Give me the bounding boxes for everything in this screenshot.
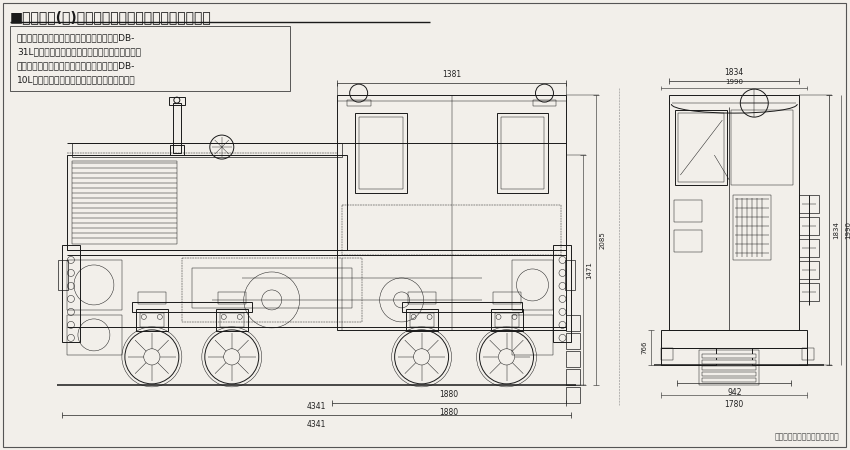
- Text: 766: 766: [642, 341, 648, 354]
- Bar: [10, 26, 290, 91]
- Bar: [337, 95, 566, 330]
- Text: 造となった大東糖業株５号機では、三菱６DB-: 造となった大東糖業株５号機では、三菱６DB-: [17, 61, 135, 70]
- Text: 10Lディーゼルエンジンへと変更されている。: 10Lディーゼルエンジンへと変更されている。: [17, 75, 136, 84]
- Bar: [170, 145, 184, 155]
- Bar: [661, 348, 717, 365]
- Bar: [566, 387, 581, 403]
- Bar: [566, 315, 581, 331]
- Bar: [501, 117, 545, 189]
- Text: 2085: 2085: [599, 231, 605, 249]
- Bar: [136, 309, 167, 331]
- Bar: [512, 315, 553, 355]
- Text: この組立図の２号機では、エンジンが三菱DB-: この組立図の２号機では、エンジンが三菱DB-: [17, 33, 135, 42]
- Bar: [702, 360, 756, 364]
- Bar: [553, 245, 571, 342]
- Bar: [799, 239, 819, 257]
- Text: 1471: 1471: [586, 261, 592, 279]
- Bar: [58, 260, 68, 290]
- Bar: [132, 302, 252, 312]
- Bar: [734, 195, 771, 260]
- Bar: [799, 217, 819, 235]
- Bar: [173, 103, 181, 153]
- Bar: [532, 100, 557, 106]
- Text: 「加藤製作所機関車図鑑」より: 「加藤製作所機関車図鑑」より: [774, 433, 839, 442]
- Bar: [566, 369, 581, 385]
- Bar: [700, 350, 759, 385]
- Bar: [67, 155, 347, 250]
- Bar: [674, 200, 702, 222]
- Bar: [802, 348, 814, 360]
- Text: 4341: 4341: [307, 402, 326, 411]
- Bar: [347, 100, 371, 106]
- Bar: [140, 313, 164, 327]
- Bar: [752, 348, 808, 365]
- Bar: [218, 292, 246, 304]
- Text: 1780: 1780: [725, 400, 744, 409]
- Bar: [799, 283, 819, 301]
- Bar: [192, 268, 352, 308]
- Bar: [72, 161, 177, 244]
- Bar: [799, 195, 819, 213]
- Bar: [408, 292, 435, 304]
- Bar: [702, 354, 756, 358]
- Bar: [512, 260, 553, 310]
- Bar: [410, 313, 434, 327]
- Bar: [661, 348, 673, 360]
- Bar: [661, 330, 808, 348]
- Bar: [678, 113, 724, 182]
- Bar: [496, 113, 548, 193]
- Bar: [359, 117, 403, 189]
- Bar: [182, 258, 361, 322]
- Text: 1990: 1990: [725, 79, 743, 85]
- Bar: [702, 366, 756, 370]
- Text: 1880: 1880: [439, 408, 459, 417]
- Bar: [405, 309, 438, 331]
- Text: 1990: 1990: [845, 221, 850, 239]
- Text: ■大東糖業(株)向け１０ｔディーゼル機関車組立図: ■大東糖業(株)向け１０ｔディーゼル機関車組立図: [10, 10, 212, 24]
- Text: 1834: 1834: [833, 221, 839, 239]
- Text: 4341: 4341: [307, 420, 326, 429]
- Bar: [674, 230, 702, 252]
- Bar: [731, 110, 793, 185]
- Bar: [354, 113, 406, 193]
- Bar: [799, 261, 819, 279]
- Text: 1880: 1880: [439, 390, 459, 399]
- Bar: [67, 260, 122, 310]
- Bar: [62, 245, 80, 342]
- Bar: [490, 309, 523, 331]
- Text: 1381: 1381: [442, 70, 462, 79]
- Bar: [342, 205, 562, 255]
- Text: 1834: 1834: [725, 68, 744, 77]
- Bar: [676, 110, 728, 185]
- Bar: [216, 309, 247, 331]
- Bar: [495, 313, 518, 327]
- Bar: [220, 313, 244, 327]
- Bar: [67, 315, 122, 355]
- Bar: [401, 302, 522, 312]
- Text: 31Lとなっているが、加藤製作所としての最終製: 31Lとなっているが、加藤製作所としての最終製: [17, 47, 141, 56]
- Bar: [72, 143, 342, 157]
- Bar: [138, 292, 166, 304]
- Bar: [566, 333, 581, 349]
- Text: 942: 942: [727, 388, 741, 397]
- Bar: [566, 351, 581, 367]
- Bar: [565, 260, 575, 290]
- Bar: [702, 378, 756, 382]
- Bar: [669, 95, 799, 330]
- Bar: [702, 372, 756, 376]
- Bar: [169, 97, 184, 105]
- Bar: [492, 292, 520, 304]
